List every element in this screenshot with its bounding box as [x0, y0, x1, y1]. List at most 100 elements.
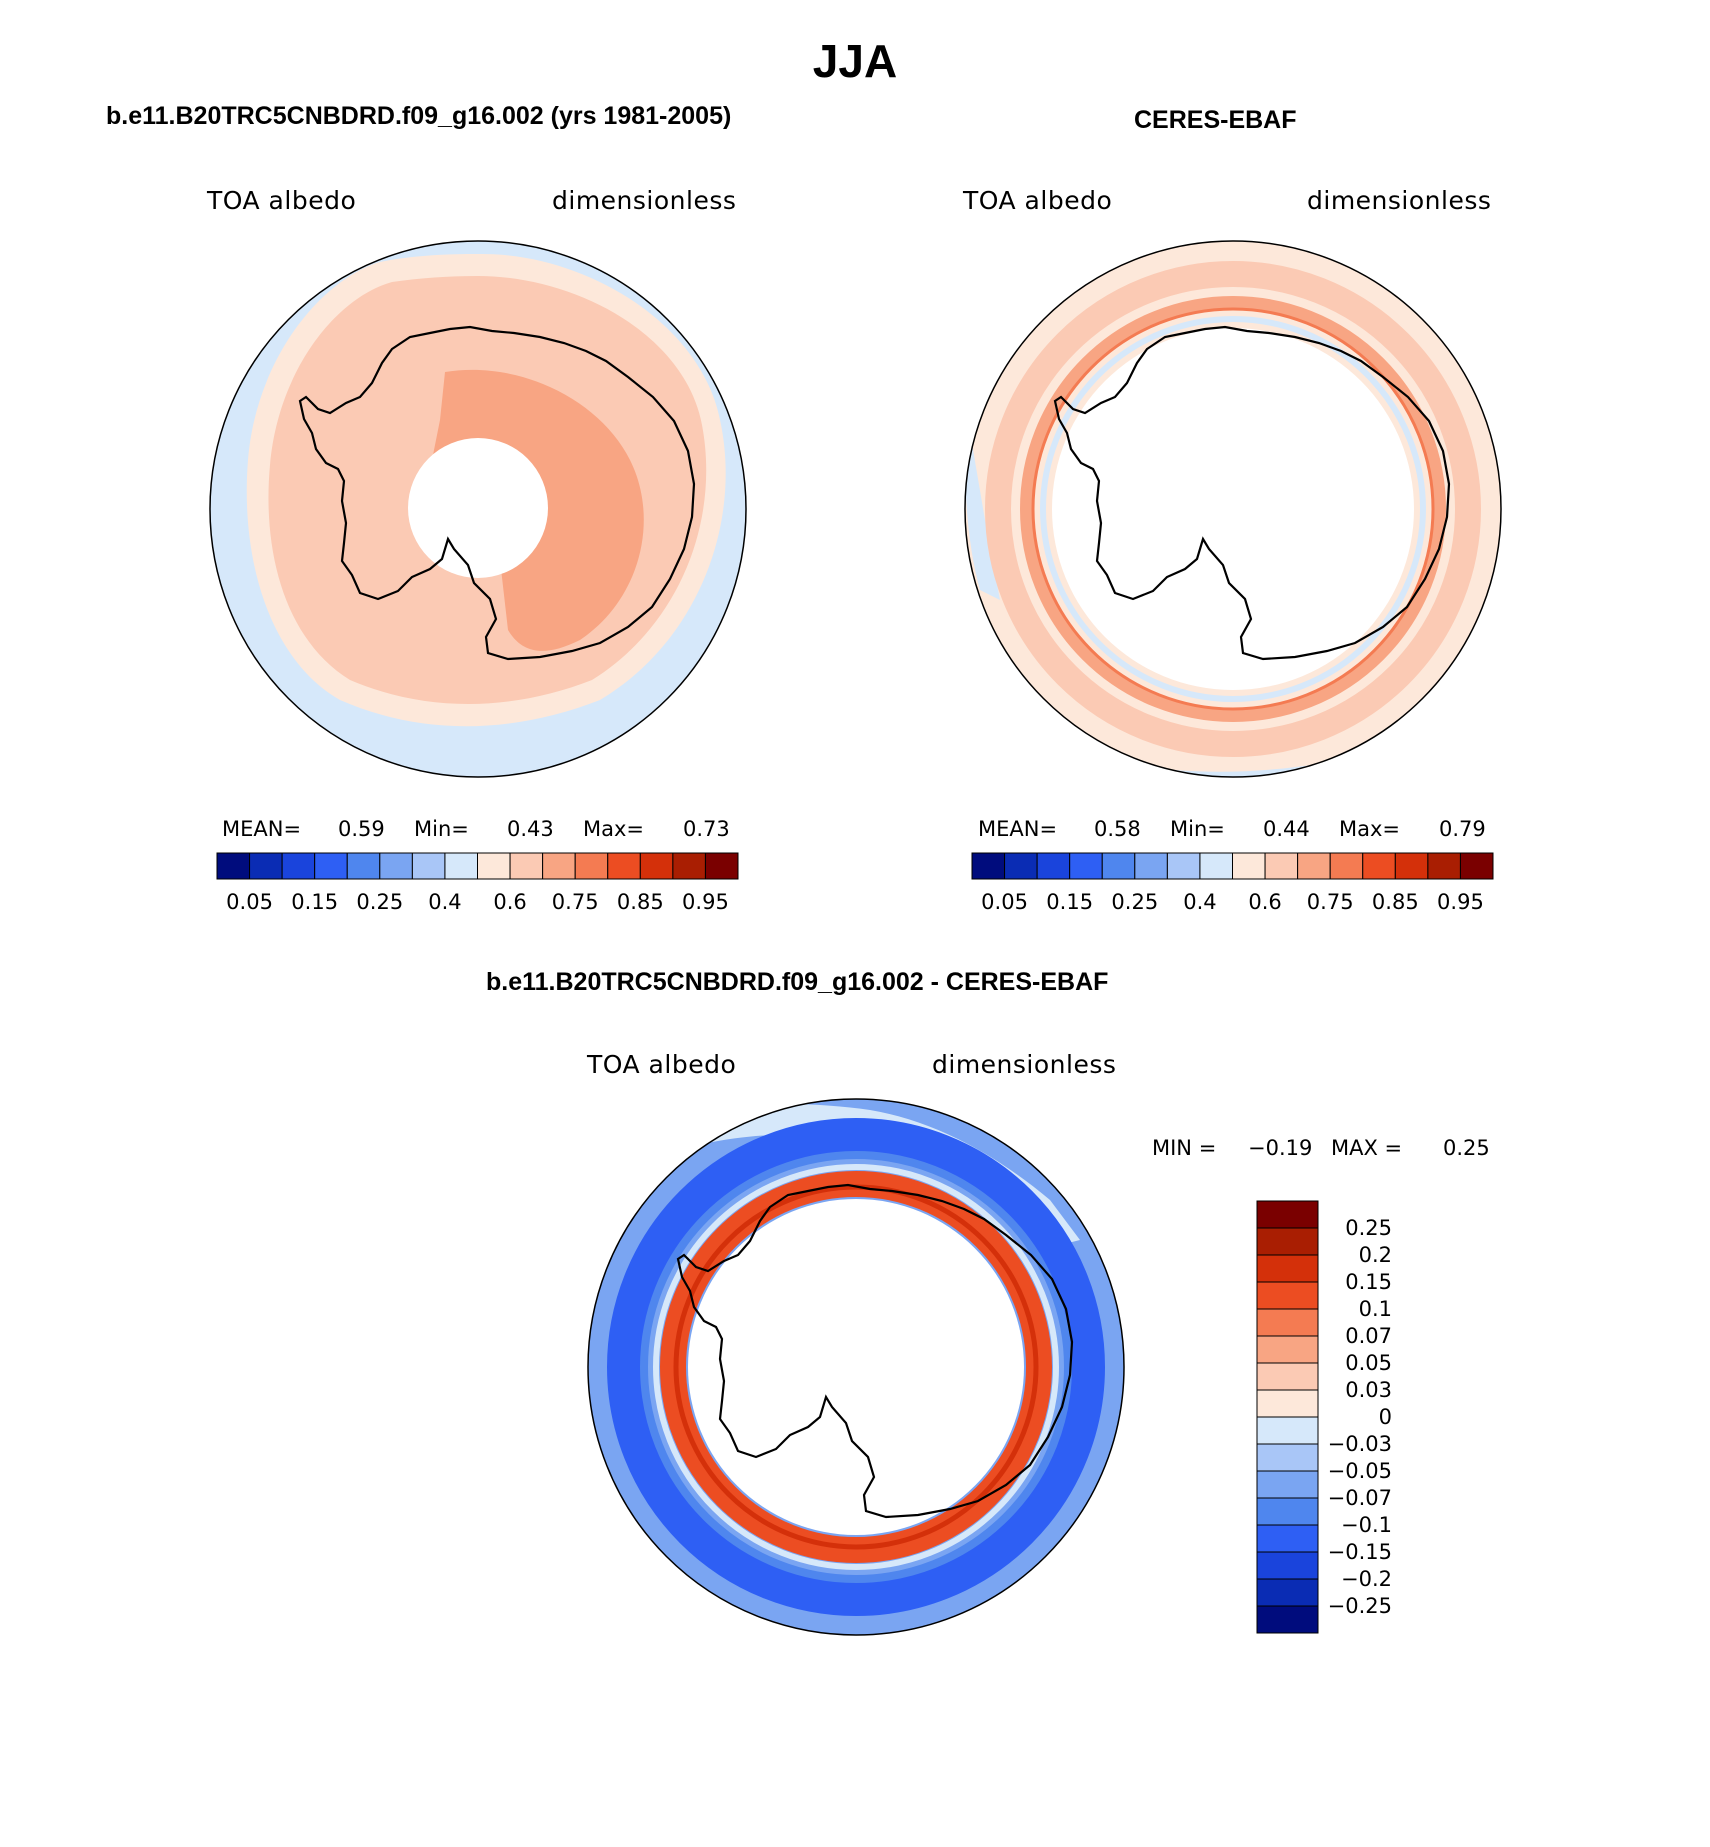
colorbar-model-tick-label: 0.95: [682, 890, 729, 914]
colorbar-obs-swatch: [1134, 852, 1168, 880]
colorbar-diff-tick-label: −0.25: [1328, 1594, 1392, 1618]
colorbar-diff-swatch: [1256, 1470, 1319, 1499]
model-units-label: dimensionless: [552, 186, 737, 215]
colorbar-diff-swatch: [1256, 1443, 1319, 1472]
colorbar-obs-tick-label: 0.75: [1307, 890, 1354, 914]
map-model: [209, 240, 747, 778]
model-mean-label: MEAN=: [222, 817, 302, 841]
colorbar-model-tick-label: 0.6: [493, 890, 526, 914]
colorbar-obs: 0.05 0.15 0.25 0.4 0.6 0.75 0.85 0.95: [971, 852, 1494, 914]
model-missing-pole: [408, 438, 548, 578]
colorbar-model-swatch: [314, 852, 348, 880]
colorbar-diff-tick-label: −0.2: [1341, 1567, 1392, 1591]
colorbar-diff-swatch: [1256, 1308, 1319, 1337]
colorbar-diff-swatch: [1256, 1281, 1319, 1310]
colorbar-diff-swatch: [1256, 1254, 1319, 1283]
colorbar-model-tick-label: 0.85: [617, 890, 664, 914]
colorbar-diff-tick-label: 0.25: [1345, 1216, 1392, 1240]
map-obs: [964, 240, 1502, 778]
colorbar-model-swatch: [509, 852, 544, 880]
figure-title: JJA: [812, 35, 898, 87]
model-max-label: Max=: [583, 817, 645, 841]
obs-ring-peak: [1031, 307, 1435, 711]
colorbar-diff-swatch: [1256, 1335, 1319, 1364]
model-min-value: 0.43: [507, 817, 554, 841]
obs-missing-interior: [1052, 328, 1414, 690]
colorbar-obs-swatch: [1459, 852, 1494, 880]
colorbar-diff-tick-label: −0.15: [1328, 1540, 1392, 1564]
colorbar-diff-swatch: [1256, 1524, 1319, 1553]
map-diff: [587, 1098, 1125, 1636]
colorbar-diff-swatch: [1256, 1389, 1319, 1418]
map-model-field: [210, 241, 746, 777]
diff-map-border: [587, 1098, 1125, 1636]
colorbar-model-swatch: [216, 852, 251, 880]
colorbar-obs-swatch: [1362, 852, 1396, 880]
obs-ring-outer: [985, 261, 1481, 757]
colorbar-model-swatch: [411, 852, 446, 880]
colorbar-diff-swatch: [1256, 1227, 1319, 1256]
obs-variable-label: TOA albedo: [963, 186, 1113, 215]
colorbar-obs-tick-label: 0.6: [1248, 890, 1281, 914]
model-min-label: Min=: [414, 817, 469, 841]
obs-min-value: 0.44: [1263, 817, 1310, 841]
colorbar-diff-swatch: [1256, 1200, 1319, 1229]
colorbar-diff-swatch: [1256, 1551, 1319, 1580]
colorbar-diff-tick-label: 0.05: [1345, 1351, 1392, 1375]
colorbar-diff-tick-label: 0.15: [1345, 1270, 1392, 1294]
colorbar-diff-tick-label: −0.05: [1328, 1459, 1392, 1483]
colorbar-obs-swatch: [1297, 852, 1331, 880]
obs-units-label: dimensionless: [1307, 186, 1492, 215]
colorbar-diff-swatch: [1256, 1497, 1319, 1526]
colorbar-model-tick-label: 0.15: [291, 890, 338, 914]
colorbar-obs-swatch: [1101, 852, 1136, 880]
obs-map-border: [964, 240, 1502, 778]
obs-mean-value: 0.58: [1094, 817, 1141, 841]
map-obs-field: [965, 241, 1501, 777]
diff-positive-ring: [660, 1171, 1052, 1563]
colorbar-diff-tick-label: −0.07: [1328, 1486, 1392, 1510]
colorbar-obs-tick-label: 0.95: [1437, 890, 1484, 914]
colorbar-diff-swatch: [1256, 1578, 1319, 1607]
colorbar-diff-swatch: [1256, 1416, 1319, 1445]
colorbar-model: 0.05 0.15 0.25 0.4 0.6 0.75 0.85 0.95: [216, 852, 739, 914]
colorbar-obs-swatch: [1329, 852, 1364, 880]
obs-ring-mid: [1020, 296, 1446, 722]
colorbar-obs-swatch: [1427, 852, 1461, 880]
diff-units-label: dimensionless: [932, 1050, 1117, 1079]
colorbar-obs-swatch: [1232, 852, 1266, 880]
colorbar-diff-tick-label: 0.03: [1345, 1378, 1392, 1402]
diff-missing-interior: [688, 1199, 1024, 1535]
obs-max-value: 0.79: [1439, 817, 1486, 841]
diff-max-value: 0.25: [1443, 1136, 1490, 1160]
colorbar-diff-tick-label: 0.2: [1359, 1243, 1392, 1267]
diff-max-label: MAX =: [1331, 1136, 1403, 1160]
diff-min-value: −0.19: [1248, 1136, 1313, 1160]
model-variable-label: TOA albedo: [207, 186, 357, 215]
colorbar-obs-tick-label: 0.4: [1183, 890, 1216, 914]
panel-title-obs: CERES-EBAF: [1134, 106, 1297, 134]
colorbar-obs-tick-label: 0.05: [981, 890, 1028, 914]
diff-min-label: MIN =: [1152, 1136, 1217, 1160]
colorbar-obs-tick-label: 0.15: [1046, 890, 1093, 914]
colorbar-obs-swatch: [971, 852, 1006, 880]
colorbar-diff-swatch: [1256, 1605, 1319, 1634]
colorbar-diff-tick-label: 0.07: [1345, 1324, 1392, 1348]
colorbar-model-swatch: [607, 852, 641, 880]
colorbar-model-tick-label: 0.75: [552, 890, 599, 914]
colorbar-model-swatch: [444, 852, 478, 880]
colorbar-model-swatch: [477, 852, 511, 880]
colorbar-obs-swatch: [1004, 852, 1038, 880]
colorbar-model-swatch: [281, 852, 316, 880]
colorbar-diff-swatch: [1256, 1362, 1319, 1391]
colorbar-model-swatch: [542, 852, 576, 880]
model-max-value: 0.73: [683, 817, 730, 841]
colorbar-model-swatch: [379, 852, 413, 880]
model-mean-value: 0.59: [338, 817, 385, 841]
diff-negative-band: [607, 1118, 1105, 1616]
colorbar-obs-tick-label: 0.25: [1111, 890, 1158, 914]
colorbar-model-swatch: [639, 852, 674, 880]
colorbar-obs-tick-label: 0.85: [1372, 890, 1419, 914]
colorbar-diff-tick-label: 0.1: [1359, 1297, 1392, 1321]
